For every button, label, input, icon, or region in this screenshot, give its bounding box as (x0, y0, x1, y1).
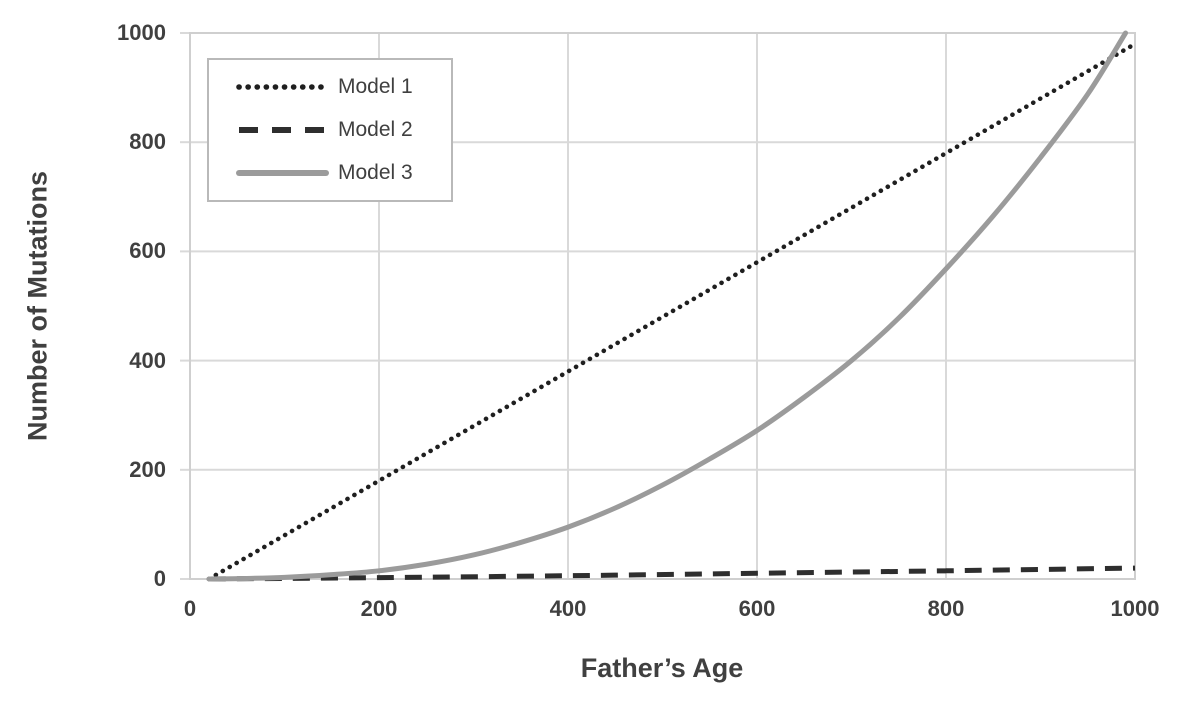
series-line-model-3 (206, 30, 1129, 582)
dashed-line-swatch-icon (239, 126, 326, 133)
legend-label: Model 3 (338, 160, 413, 184)
x-tick-label: 400 (549, 596, 587, 621)
dotted-line-swatch-icon (236, 84, 329, 91)
y-tick-label: 600 (129, 238, 166, 264)
y-axis-title: Number of Mutations (22, 171, 53, 441)
legend-item-model-1: Model 1 (209, 72, 451, 102)
y-tick-label: 0 (153, 566, 166, 591)
x-tick-label: 1000 (1110, 596, 1160, 621)
legend: Model 1 Model 2 Model 3 (207, 58, 453, 202)
plot-border (189, 32, 1136, 580)
x-tick-label: 800 (927, 596, 965, 621)
solid-line-swatch-icon (236, 169, 329, 176)
x-tick-label: 600 (738, 596, 776, 621)
x-tick-label: 200 (360, 596, 398, 621)
y-tick-label: 400 (129, 347, 166, 373)
legend-label: Model 2 (338, 117, 413, 141)
legend-label: Model 1 (338, 75, 413, 99)
series-line-model-1 (206, 41, 1138, 582)
x-tick-label: 0 (183, 596, 197, 621)
legend-item-model-2: Model 2 (209, 115, 451, 145)
x-axis-title: Father’s Age (580, 653, 744, 683)
y-tick-label: 200 (129, 456, 166, 482)
series-line-model-2 (208, 565, 1136, 582)
legend-item-model-3: Model 3 (209, 158, 451, 188)
y-tick-label: 1000 (117, 20, 166, 45)
y-tick-label: 800 (129, 129, 166, 155)
